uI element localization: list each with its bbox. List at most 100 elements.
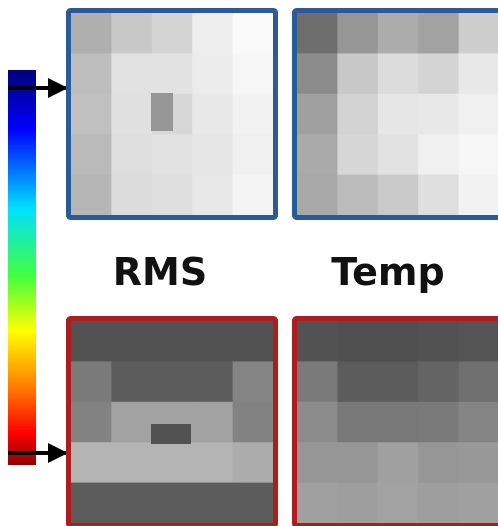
tile <box>233 361 274 402</box>
tile <box>297 402 338 443</box>
tile <box>378 134 419 175</box>
patch-panel <box>295 319 498 526</box>
tile <box>233 94 274 135</box>
tile <box>337 13 378 54</box>
tile <box>233 402 274 443</box>
tile <box>233 483 274 524</box>
tile <box>152 361 193 402</box>
tile <box>337 402 378 443</box>
tile <box>337 442 378 483</box>
tile <box>71 53 112 94</box>
tile <box>71 321 112 362</box>
tile <box>337 134 378 175</box>
tile <box>233 175 274 216</box>
tile <box>111 134 152 175</box>
tile <box>459 53 498 94</box>
tile <box>152 175 193 216</box>
tile <box>233 442 274 483</box>
patch-panel <box>69 319 276 526</box>
tile <box>459 134 498 175</box>
tile <box>459 175 498 216</box>
tile <box>337 53 378 94</box>
tile <box>418 94 459 135</box>
tile <box>418 361 459 402</box>
tile <box>378 94 419 135</box>
tile <box>418 13 459 54</box>
tile <box>151 424 191 444</box>
label: RMS <box>113 250 207 294</box>
tile <box>378 321 419 362</box>
tile <box>378 53 419 94</box>
tile <box>337 361 378 402</box>
tile <box>418 483 459 524</box>
tile <box>192 13 233 54</box>
tile <box>233 53 274 94</box>
tile <box>459 402 498 443</box>
tile <box>152 483 193 524</box>
tile <box>378 175 419 216</box>
tile <box>378 483 419 524</box>
tile <box>111 361 152 402</box>
tile <box>459 442 498 483</box>
tile <box>152 53 193 94</box>
tile <box>71 13 112 54</box>
tile <box>71 442 112 483</box>
tile <box>71 361 112 402</box>
tile <box>111 483 152 524</box>
tile <box>152 134 193 175</box>
tile <box>192 402 233 443</box>
tile <box>192 361 233 402</box>
tile <box>192 321 233 362</box>
tile <box>378 402 419 443</box>
patch-panel <box>295 11 498 218</box>
tile <box>152 321 193 362</box>
colorbar <box>8 70 36 465</box>
tile <box>418 321 459 362</box>
tile <box>152 442 193 483</box>
tile <box>418 402 459 443</box>
tile <box>192 53 233 94</box>
tile <box>297 361 338 402</box>
tile <box>71 175 112 216</box>
tile <box>233 321 274 362</box>
tile <box>192 483 233 524</box>
label: Temp <box>331 250 444 294</box>
tile <box>71 94 112 135</box>
tile <box>337 175 378 216</box>
tile <box>459 321 498 362</box>
tile <box>459 483 498 524</box>
tile <box>378 13 419 54</box>
tile <box>297 134 338 175</box>
tile <box>233 134 274 175</box>
tile <box>151 93 173 131</box>
tile <box>297 483 338 524</box>
tile <box>378 361 419 402</box>
tile <box>111 175 152 216</box>
tile <box>152 13 193 54</box>
tile <box>71 402 112 443</box>
tile <box>297 94 338 135</box>
tile <box>297 175 338 216</box>
tile <box>459 94 498 135</box>
tile <box>418 134 459 175</box>
tile <box>192 442 233 483</box>
tile <box>297 321 338 362</box>
tile <box>192 134 233 175</box>
tile <box>378 442 419 483</box>
tile <box>459 361 498 402</box>
tile <box>111 94 152 135</box>
tile <box>337 483 378 524</box>
tile <box>71 134 112 175</box>
tile <box>111 53 152 94</box>
tile <box>192 94 233 135</box>
tile <box>111 442 152 483</box>
tile <box>337 94 378 135</box>
tile <box>459 13 498 54</box>
tile <box>337 321 378 362</box>
tile <box>297 53 338 94</box>
tile <box>418 175 459 216</box>
tile <box>111 13 152 54</box>
tile <box>233 13 274 54</box>
tile <box>111 321 152 362</box>
tile <box>297 442 338 483</box>
